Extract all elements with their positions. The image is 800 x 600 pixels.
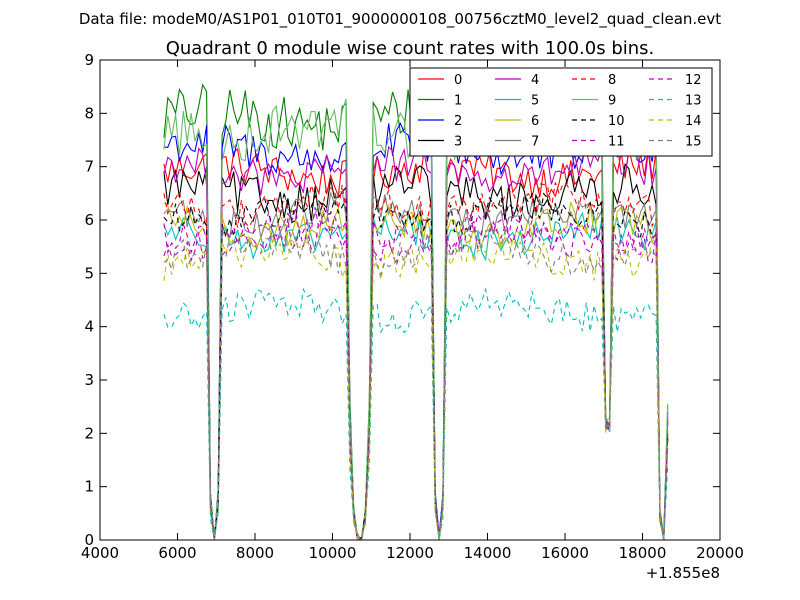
legend-box <box>409 67 713 157</box>
legend-label-13: 13 <box>685 94 702 109</box>
legend-label-14: 14 <box>685 114 702 129</box>
legend-label-2: 2 <box>454 114 462 129</box>
y-tick-label: 6 <box>84 211 94 229</box>
y-tick-label: 7 <box>84 158 94 176</box>
legend-label-1: 1 <box>454 94 462 109</box>
chart-title: Quadrant 0 module wise count rates with … <box>166 38 655 59</box>
legend-label-8: 8 <box>608 73 616 88</box>
legend-label-5: 5 <box>531 94 539 109</box>
legend-label-11: 11 <box>608 135 625 150</box>
series-line-11 <box>163 207 669 540</box>
series-line-15 <box>163 229 669 540</box>
legend-label-12: 12 <box>685 73 702 88</box>
series-line-13 <box>163 287 669 540</box>
series-line-7 <box>163 190 669 540</box>
y-tick-label: 3 <box>84 371 94 389</box>
x-tick-label: 6000 <box>158 544 196 562</box>
series-group <box>163 83 669 540</box>
x-tick-label: 14000 <box>464 544 512 562</box>
x-tick-label: 16000 <box>541 544 589 562</box>
y-tick-label: 2 <box>84 424 94 442</box>
legend-label-3: 3 <box>454 135 462 150</box>
legend-label-15: 15 <box>685 135 702 150</box>
legend-label-9: 9 <box>608 94 616 109</box>
legend-label-6: 6 <box>531 114 539 129</box>
suptitle: Data file: modeM0/AS1P01_010T01_90000001… <box>79 10 721 29</box>
x-tick-label: 12000 <box>386 544 434 562</box>
x-tick-label: 20000 <box>696 544 744 562</box>
x-tick-label: 10000 <box>309 544 357 562</box>
x-tick-label: 8000 <box>236 544 274 562</box>
y-tick-label: 0 <box>84 531 94 549</box>
series-line-12 <box>163 217 669 540</box>
y-tick-label: 9 <box>84 51 94 69</box>
legend-label-0: 0 <box>454 73 462 88</box>
legend-label-4: 4 <box>531 73 539 88</box>
x-tick-label: 4000 <box>81 544 119 562</box>
y-tick-label: 1 <box>84 478 94 496</box>
legend-label-7: 7 <box>531 135 539 150</box>
x-offset-label: +1.855e8 <box>646 564 720 582</box>
series-line-8 <box>163 182 669 540</box>
y-tick-label: 4 <box>84 318 94 336</box>
legend-label-10: 10 <box>608 114 625 129</box>
ticks-group: 4000 6000 8000 10000 12000 14000 16000 18000 200… <box>81 51 744 562</box>
series-line-3 <box>163 163 669 540</box>
series-line-10 <box>163 192 669 540</box>
y-tick-label: 8 <box>84 104 94 122</box>
x-tick-label: 18000 <box>619 544 667 562</box>
series-line-0 <box>163 147 669 540</box>
y-tick-label: 5 <box>84 264 94 282</box>
